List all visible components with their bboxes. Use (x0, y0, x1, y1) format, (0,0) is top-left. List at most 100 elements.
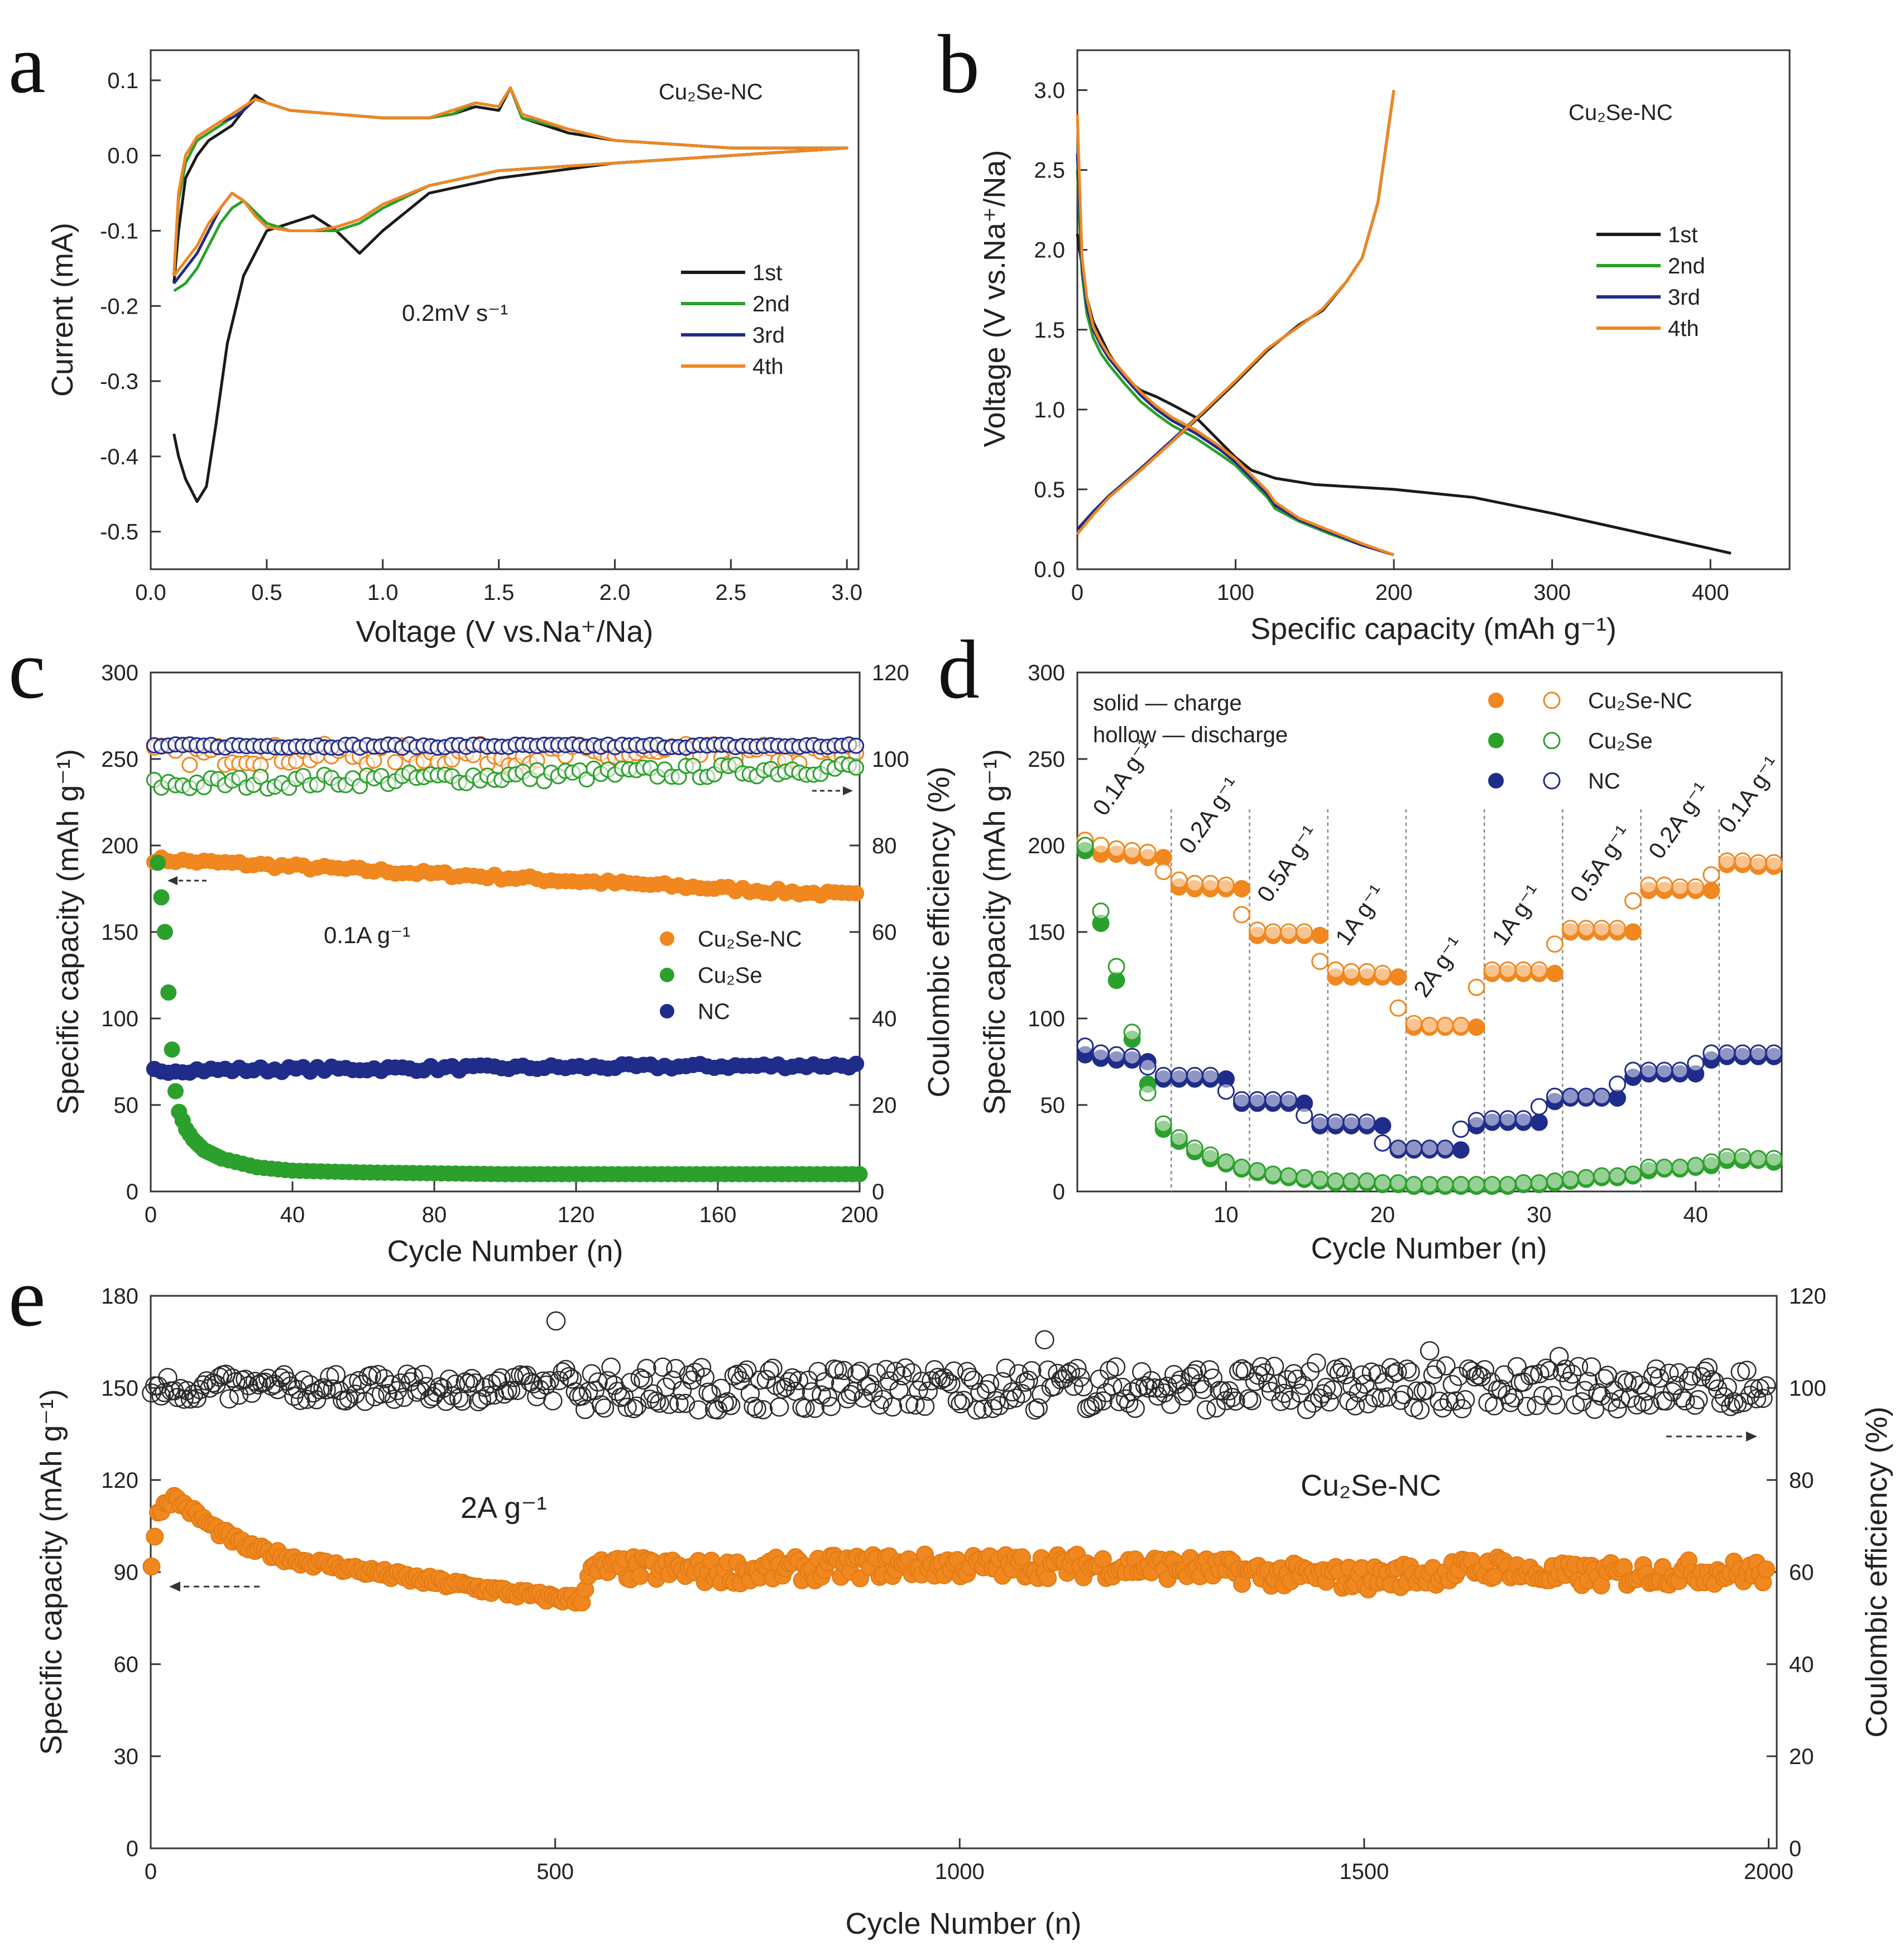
panel-e-point-efficiency (549, 1371, 569, 1391)
panel-e-point-efficiency (1581, 1357, 1601, 1377)
panel-d-point-cu-se-discharge (1499, 1176, 1517, 1194)
panel-e-point-efficiency (692, 1358, 712, 1377)
panel-e-point-efficiency (1397, 1359, 1417, 1379)
panel-e-point-efficiency (1323, 1380, 1342, 1400)
panel-e-point-efficiency (1083, 1396, 1103, 1415)
panel-d-point-cu-se-nc-discharge (1123, 842, 1141, 859)
panel-b-x-ticks: 0 100 200 300 400 (1071, 559, 1729, 605)
panel-c-point-cu-se-capacity (153, 889, 170, 906)
panel-d-point-cu-se-discharge (1217, 1153, 1235, 1171)
panel-e-point-efficiency (158, 1368, 178, 1387)
panel-e-point-efficiency (433, 1378, 453, 1399)
panel-d-point-nc-discharge (1577, 1088, 1595, 1105)
panel-d-point-nc-discharge (1264, 1091, 1282, 1109)
panel-e-y-tick-label: 180 (101, 1284, 138, 1309)
panel-b-frame (1076, 49, 1791, 570)
panel-d-legend: Cu₂Se-NC Cu₂Se NC (1488, 689, 1692, 794)
panel-d-point-cu-se-nc-discharge (1609, 920, 1627, 938)
panel-e-point-efficiency (802, 1382, 822, 1402)
panel-e-point-efficiency (524, 1374, 543, 1393)
panel-e-point-efficiency (1310, 1388, 1330, 1408)
panel-e-point-efficiency (368, 1364, 388, 1385)
panel-e-point-efficiency (1242, 1391, 1262, 1411)
panel-e-point-efficiency (828, 1360, 847, 1380)
panel-d-point-nc-discharge (1421, 1140, 1438, 1157)
panel-e-point-efficiency (1455, 1390, 1475, 1410)
panel-e-point-efficiency (986, 1391, 1006, 1411)
panel-e-point-efficiency (951, 1394, 970, 1414)
panel-c-cycling-points (146, 736, 868, 1183)
panel-b-y-label: Voltage (V vs.Na⁺/Na) (978, 150, 1011, 448)
panel-d-point-nc-discharge (1296, 1107, 1313, 1125)
panel-e-point-efficiency (1213, 1381, 1232, 1401)
panel-e-point-efficiency (1320, 1392, 1339, 1412)
panel-d-point-cu-se-discharge (1123, 1023, 1141, 1041)
panel-b-curve-1st-discharge (1076, 233, 1732, 555)
panel-a-curve-3rd (172, 86, 848, 285)
panel-e-point-efficiency (1449, 1367, 1469, 1386)
panel-e-y2-tick-label: 40 (1789, 1652, 1814, 1677)
panel-a-x-ticks: 0.0 0.5 1.0 1.5 2.0 2.5 3.0 (135, 559, 862, 605)
panel-d-point-cu-se-discharge (1374, 1174, 1392, 1191)
panel-c-point-cu-se-nc-efficiency (181, 757, 198, 773)
panel-e-y-tick-label: 0 (126, 1837, 138, 1861)
panel-b-x-tick-label: 300 (1533, 580, 1571, 605)
panel-c-x-label: Cycle Number (n) (387, 1234, 623, 1268)
panel-e-point-efficiency (659, 1395, 679, 1414)
panel-e-point-efficiency (708, 1400, 728, 1420)
panel-d-point-nc-discharge (1467, 1112, 1485, 1130)
panel-e-point-efficiency (1070, 1367, 1090, 1387)
panel-d-rate-points (1076, 832, 1783, 1195)
panel-d-point-cu-se-discharge (1656, 1159, 1673, 1176)
panel-e-point-efficiency (339, 1388, 359, 1409)
panel-d-point-nc-discharge (1483, 1110, 1501, 1128)
panel-e-point-efficiency (1067, 1358, 1087, 1378)
panel-c-y-tick-label: 0 (126, 1180, 138, 1204)
panel-d-point-nc-discharge (1154, 1066, 1172, 1084)
panel-d-point-cu-se-discharge (1530, 1174, 1548, 1191)
panel-d-x-tick-label: 20 (1370, 1203, 1395, 1227)
panel-e-point-efficiency (841, 1385, 860, 1405)
panel-e-point-capacity (1094, 1550, 1112, 1568)
panel-e-point-efficiency (1181, 1367, 1200, 1387)
panel-e-point-efficiency (155, 1382, 174, 1402)
panel-d-x-ticks: 10 20 30 40 (1214, 1181, 1708, 1227)
panel-e-point-efficiency (1410, 1400, 1430, 1420)
panel-d-point-nc-discharge (1530, 1098, 1548, 1116)
panel-d-point-cu-se-discharge (1561, 1170, 1579, 1188)
panel-e-point-efficiency (1442, 1375, 1462, 1395)
panel-e-point-efficiency (336, 1391, 356, 1411)
panel-e-point-efficiency (416, 1377, 437, 1396)
panel-d-point-nc-discharge (1201, 1066, 1219, 1084)
panel-e-point-efficiency (1478, 1392, 1498, 1412)
panel-e-point-efficiency (1689, 1390, 1708, 1410)
panel-e-point-efficiency (1274, 1383, 1294, 1404)
panel-c-legend-label-1: Cu₂Se (698, 963, 762, 988)
panel-e-point-efficiency (1125, 1399, 1145, 1418)
panel-e-point-efficiency (1297, 1400, 1317, 1419)
panel-c-x-tick-label: 200 (841, 1203, 879, 1227)
panel-e-point-efficiency (805, 1399, 825, 1418)
panel-d-point-nc-discharge (1170, 1066, 1188, 1084)
panel-e-point-efficiency (491, 1368, 511, 1388)
panel-a-y-tick-label: -0.3 (100, 369, 138, 394)
panel-b-legend-label-1st: 1st (1668, 223, 1697, 247)
panel-d-x-tick-label: 40 (1684, 1203, 1709, 1227)
panel-e-y-tick-label: 150 (101, 1376, 138, 1401)
panel-e-point-efficiency (562, 1369, 582, 1389)
panel-d-point-cu-se-nc-discharge (1671, 878, 1689, 896)
panel-d-y-tick-label: 300 (1028, 661, 1065, 685)
panel-e-point-efficiency (1012, 1383, 1032, 1404)
panel-e-point-capacity (631, 1567, 649, 1585)
panel-e-point-efficiency (724, 1366, 744, 1386)
panel-e-point-efficiency (634, 1370, 653, 1390)
panel-e-x-ticks: 0 500 1000 1500 2000 (145, 1838, 1793, 1884)
panel-c-legend-marker-2 (660, 1004, 674, 1018)
panel-d-point-nc-discharge (1765, 1044, 1783, 1062)
panel-e-point-capacity (1013, 1548, 1031, 1566)
panel-d-point-cu-se-discharge (1593, 1167, 1610, 1185)
panel-e-point-efficiency (996, 1358, 1016, 1378)
panel-c-point-cu-se-capacity (150, 854, 166, 871)
panel-e-point-efficiency (718, 1392, 737, 1412)
